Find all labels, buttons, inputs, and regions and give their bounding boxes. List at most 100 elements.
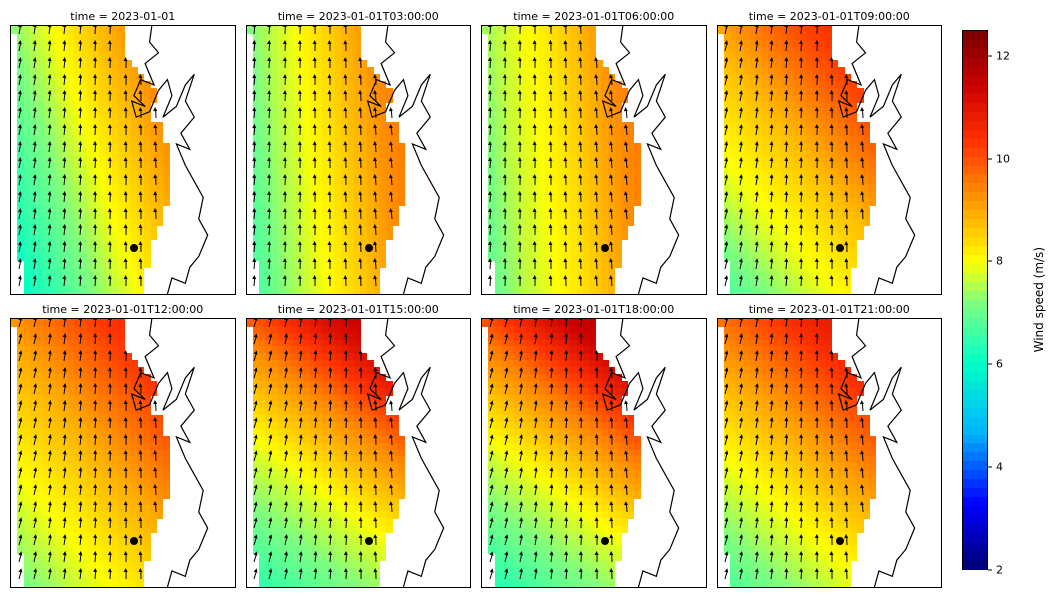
field-cell — [634, 198, 641, 206]
wind-arrow — [299, 60, 300, 68]
wind-arrow — [832, 211, 833, 219]
wind-arrow — [550, 77, 551, 85]
field-cell — [87, 587, 94, 588]
wind-arrow — [550, 127, 551, 135]
wind-arrow — [140, 127, 141, 135]
wind-arrow — [284, 244, 285, 252]
wind-arrow — [565, 211, 566, 219]
wind-arrow — [862, 144, 863, 152]
wind-arrow — [299, 93, 300, 101]
wind-arrow — [596, 77, 597, 85]
wind-arrow — [816, 227, 817, 235]
field-cell — [743, 294, 750, 295]
wind-arrow — [816, 278, 817, 286]
wind-arrow — [125, 160, 126, 168]
wind-arrow — [489, 261, 490, 269]
wind-arrow — [832, 77, 833, 85]
wind-arrow — [832, 127, 833, 135]
field-cell — [608, 294, 615, 295]
wind-arrow — [816, 211, 817, 219]
station-marker — [836, 244, 844, 252]
panel-body — [481, 25, 707, 295]
wind-arrow — [816, 93, 817, 101]
wind-arrow — [489, 127, 490, 135]
wind-arrow — [565, 60, 566, 68]
wind-arrow — [832, 244, 833, 252]
wind-arrow — [832, 278, 833, 286]
wind-arrow — [596, 278, 597, 286]
wind-arrow — [345, 227, 346, 235]
field-cell — [545, 294, 552, 295]
wind-arrow — [254, 261, 256, 269]
field-cell — [112, 294, 119, 295]
panel-body — [717, 25, 943, 295]
field-cell — [621, 232, 628, 240]
wind-arrow — [565, 278, 566, 286]
wind-arrow — [832, 60, 833, 68]
wind-arrow — [565, 127, 566, 135]
wind-arrow — [565, 194, 566, 202]
field-cell — [495, 294, 502, 295]
field-cell — [137, 294, 144, 295]
field-cell — [163, 491, 170, 499]
wind-arrow — [832, 194, 833, 202]
station-marker — [365, 244, 373, 252]
wind-arrow — [284, 26, 285, 34]
wind-arrow — [125, 470, 126, 478]
wind-field — [247, 26, 430, 294]
wind-arrow — [125, 144, 126, 152]
wind-arrow — [140, 453, 141, 461]
wind-arrow — [816, 194, 817, 202]
wind-arrow — [504, 127, 505, 135]
wind-arrow — [550, 244, 551, 252]
field-cell — [857, 95, 864, 103]
field-cell — [863, 218, 870, 226]
wind-arrow — [125, 227, 126, 235]
field-cell — [762, 294, 769, 295]
wind-arrow — [489, 43, 490, 51]
panel: time = 2023-01-01T09:00:00 — [717, 10, 943, 295]
field-cell — [99, 294, 106, 295]
field-cell — [533, 294, 540, 295]
wind-arrow — [550, 110, 551, 118]
wind-arrow — [862, 211, 863, 219]
wind-arrow — [611, 211, 613, 219]
wind-arrow — [125, 487, 126, 495]
wind-arrow — [550, 227, 551, 235]
wind-arrow — [596, 144, 597, 152]
field-cell — [62, 587, 69, 588]
wind-arrow — [504, 77, 505, 85]
field-cell — [112, 587, 119, 588]
field-cell — [68, 294, 75, 295]
wind-arrow — [390, 127, 392, 135]
wind-arrow — [345, 77, 346, 85]
field-cell — [564, 294, 571, 295]
wind-arrow — [299, 110, 300, 118]
field-cell — [386, 232, 393, 240]
wind-arrow — [125, 93, 126, 101]
wind-arrow — [125, 353, 126, 361]
wind-arrow — [140, 194, 141, 202]
wind-arrow — [550, 26, 551, 34]
wind-arrow — [390, 144, 392, 152]
wind-arrow — [596, 194, 597, 202]
field-cell — [819, 294, 826, 295]
wind-arrow — [504, 261, 505, 269]
field-cell — [602, 294, 609, 295]
wind-arrow — [489, 26, 490, 34]
wind-arrow — [140, 261, 141, 269]
wind-arrow — [550, 194, 551, 202]
wind-arrow — [862, 194, 863, 202]
wind-arrow — [299, 160, 300, 168]
wind-arrow — [550, 93, 551, 101]
wind-arrow — [832, 261, 833, 269]
wind-arrow — [125, 403, 126, 411]
field-cell — [118, 294, 125, 295]
wind-arrow — [596, 261, 597, 269]
wind-arrow — [565, 227, 566, 235]
field-cell — [62, 294, 69, 295]
panel-title: time = 2023-01-01T03:00:00 — [246, 10, 472, 23]
wind-field — [11, 319, 194, 587]
field-cell — [386, 95, 393, 103]
field-cell — [398, 198, 405, 206]
